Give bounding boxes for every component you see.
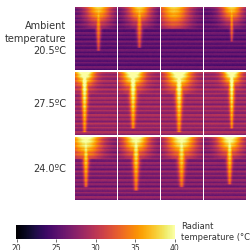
Text: Ambient
temperature
20.5ºC: Ambient temperature 20.5ºC xyxy=(5,21,66,56)
Text: 27.5ºC: 27.5ºC xyxy=(33,99,66,109)
Text: Radiant
temperature (°C): Radiant temperature (°C) xyxy=(181,222,250,242)
Text: 24.0ºC: 24.0ºC xyxy=(34,164,66,174)
